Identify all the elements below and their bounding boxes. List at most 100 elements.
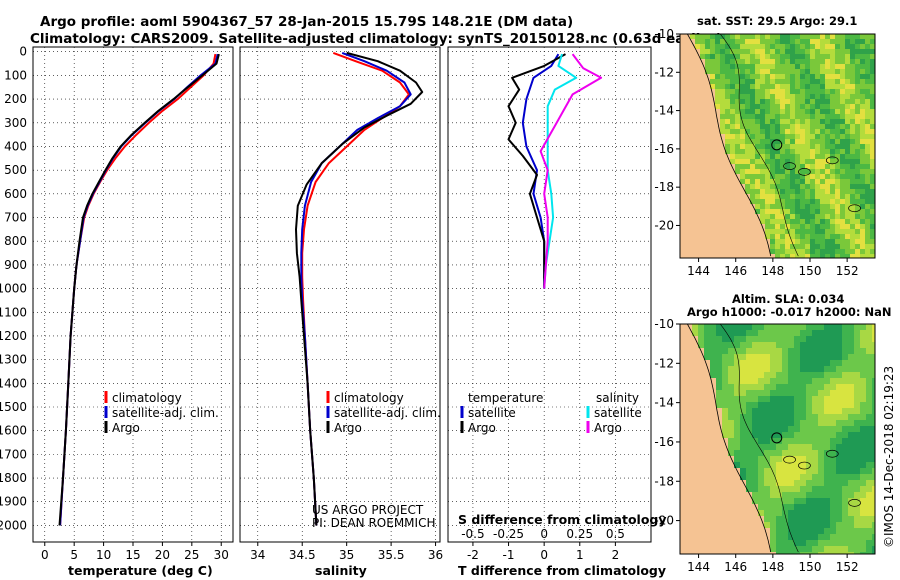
map-cell (710, 129, 716, 135)
map-cell (830, 348, 837, 355)
map-cell (692, 360, 699, 367)
map-cell (842, 528, 849, 535)
map-cell (734, 492, 741, 499)
map-cell (695, 189, 701, 195)
map-cell (870, 154, 875, 160)
map-cell (775, 204, 781, 210)
map-cell (734, 360, 741, 367)
map-cell (865, 79, 871, 85)
map-cell (830, 224, 836, 230)
map-cell (750, 254, 756, 258)
map-cell (785, 144, 791, 150)
map-cell (860, 378, 867, 385)
map-cell (692, 486, 699, 493)
map-cell (870, 229, 875, 235)
map-cell (836, 402, 843, 409)
map-cell (705, 139, 711, 145)
map-cell (695, 159, 701, 165)
map-cell (755, 124, 761, 130)
map-cell (870, 109, 875, 115)
map-cell (855, 74, 861, 80)
map-cell (790, 54, 796, 60)
map-cell (812, 546, 819, 553)
map-cell (758, 354, 765, 361)
map-cell (770, 462, 777, 469)
map-cell (830, 330, 837, 337)
map-cell (770, 174, 776, 180)
map-cell (815, 169, 821, 175)
map-cell (818, 390, 825, 397)
map-cell (735, 164, 741, 170)
map-cell (818, 402, 825, 409)
map-cell (850, 54, 856, 60)
map-cell (700, 89, 706, 95)
map-cell (700, 229, 706, 235)
map-cell (820, 164, 826, 170)
map-cell (800, 468, 807, 475)
map-cell (704, 468, 711, 475)
map-cell (705, 114, 711, 120)
map-cell (740, 360, 747, 367)
map-cell (680, 378, 687, 385)
map-cell (770, 414, 777, 421)
map-cell (686, 348, 693, 355)
map-cell (842, 402, 849, 409)
map-cell (830, 69, 836, 75)
map-cell (860, 420, 867, 427)
map-cell (830, 139, 836, 145)
map-cell (790, 159, 796, 165)
map-cell (750, 99, 756, 105)
map-cell (734, 390, 741, 397)
map-cell (716, 384, 723, 391)
map-cell (855, 99, 861, 105)
map-cell (740, 354, 747, 361)
map-cell (865, 214, 871, 220)
map-cell (685, 204, 691, 210)
map-cell (692, 546, 699, 553)
map-cell (815, 79, 821, 85)
map-cell (710, 468, 717, 475)
map-cell (794, 492, 801, 499)
map-cell (824, 366, 831, 373)
map-cell (690, 69, 696, 75)
map-cell (785, 224, 791, 230)
map-cell (764, 360, 771, 367)
map-cell (722, 390, 729, 397)
map-cell (725, 199, 731, 205)
map-cell (810, 84, 816, 90)
map-cell (845, 159, 851, 165)
map-cell (842, 432, 849, 439)
map-cell (820, 99, 826, 105)
map-cell (746, 504, 753, 511)
map-cell (790, 229, 796, 235)
map-cell (830, 342, 837, 349)
map-cell (750, 174, 756, 180)
map-cell (872, 396, 875, 403)
map-cell (872, 528, 875, 535)
difference-panel (447, 46, 652, 543)
map-cell (755, 49, 761, 55)
map-cell (820, 69, 826, 75)
map-cell (810, 134, 816, 140)
map-cell (785, 239, 791, 245)
map-cell (758, 414, 765, 421)
map-cell (698, 444, 705, 451)
map-cell (870, 239, 875, 245)
map-cell (695, 209, 701, 215)
map-cell (815, 114, 821, 120)
map-cell (704, 462, 711, 469)
map-cell (770, 522, 777, 529)
y-tick-label: 1300 (0, 353, 27, 367)
map-cell (704, 390, 711, 397)
map-cell (825, 199, 831, 205)
map-cell (825, 44, 831, 50)
map-cell (805, 204, 811, 210)
map-cell (794, 456, 801, 463)
map-cell (740, 498, 747, 505)
map-cell (865, 54, 871, 60)
map-cell (734, 444, 741, 451)
map-cell (680, 224, 686, 230)
map-cell (840, 194, 846, 200)
map-cell (812, 324, 819, 331)
map-cell (842, 474, 849, 481)
